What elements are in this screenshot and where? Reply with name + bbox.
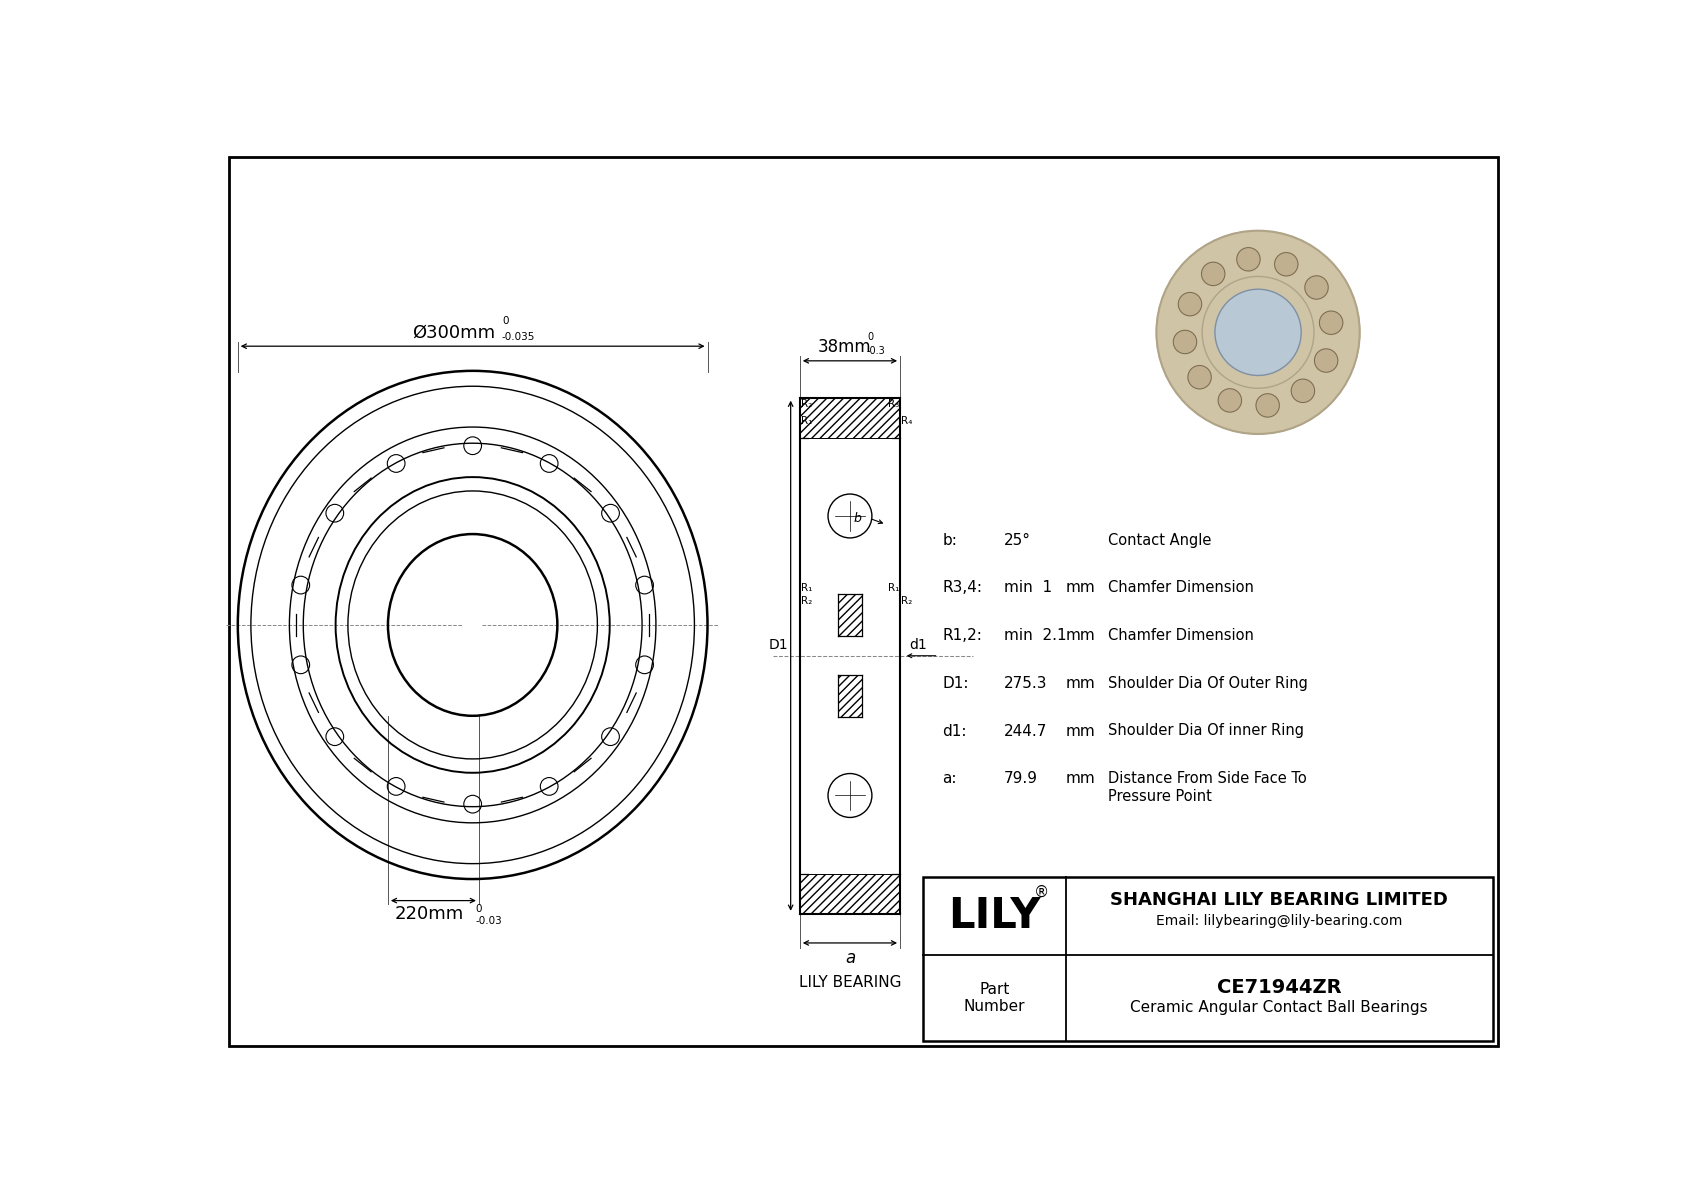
Text: 38mm: 38mm — [818, 338, 871, 356]
Bar — [923, 877, 1494, 1041]
Text: LILY: LILY — [948, 894, 1041, 937]
Text: a: a — [845, 949, 855, 967]
Text: mm: mm — [1066, 580, 1095, 596]
Circle shape — [1157, 231, 1359, 434]
Text: Shoulder Dia Of Outer Ring: Shoulder Dia Of Outer Ring — [1108, 675, 1308, 691]
Text: R₄: R₄ — [901, 416, 913, 426]
Text: D1:: D1: — [943, 675, 968, 691]
Circle shape — [1256, 394, 1280, 417]
Circle shape — [1174, 330, 1197, 354]
Circle shape — [1275, 252, 1298, 276]
Text: Shoulder Dia Of inner Ring: Shoulder Dia Of inner Ring — [1108, 723, 1303, 738]
Text: R₁: R₁ — [800, 416, 812, 426]
Circle shape — [1305, 276, 1329, 299]
Circle shape — [1214, 289, 1302, 375]
Circle shape — [829, 494, 872, 538]
Text: 79.9: 79.9 — [1004, 772, 1037, 786]
Text: 25°: 25° — [1004, 532, 1031, 548]
Circle shape — [1236, 248, 1260, 272]
Text: CE71944ZR: CE71944ZR — [1218, 978, 1342, 997]
Text: Ceramic Angular Contact Ball Bearings: Ceramic Angular Contact Ball Bearings — [1130, 1000, 1428, 1015]
Text: 275.3: 275.3 — [1004, 675, 1047, 691]
Text: R1,2:: R1,2: — [943, 628, 982, 643]
Circle shape — [1292, 379, 1315, 403]
Circle shape — [1179, 293, 1202, 316]
Text: 0: 0 — [477, 904, 482, 915]
Text: min  2.1: min 2.1 — [1004, 628, 1066, 643]
Text: Chamfer Dimension: Chamfer Dimension — [1108, 628, 1255, 643]
Text: R₂: R₂ — [901, 596, 913, 606]
Circle shape — [1187, 366, 1211, 389]
Text: 0: 0 — [502, 316, 509, 326]
Text: d1: d1 — [909, 638, 926, 651]
Text: Part
Number: Part Number — [963, 981, 1026, 1014]
Text: SHANGHAI LILY BEARING LIMITED: SHANGHAI LILY BEARING LIMITED — [1110, 891, 1448, 909]
Text: Email: lilybearing@lily-bearing.com: Email: lilybearing@lily-bearing.com — [1155, 913, 1403, 928]
Bar — [839, 675, 862, 717]
Text: 0: 0 — [867, 331, 872, 342]
Text: Distance From Side Face To
Pressure Point: Distance From Side Face To Pressure Poin… — [1108, 772, 1307, 804]
Text: -0.035: -0.035 — [502, 331, 536, 342]
Bar — [839, 594, 862, 636]
Text: LILY BEARING: LILY BEARING — [798, 975, 901, 990]
Text: R₂: R₂ — [800, 596, 812, 606]
Text: mm: mm — [1066, 628, 1095, 643]
Text: -0.03: -0.03 — [477, 916, 502, 925]
Circle shape — [1320, 311, 1342, 335]
Circle shape — [829, 773, 872, 817]
Text: b: b — [854, 512, 862, 525]
Text: R₁: R₁ — [800, 584, 812, 593]
Text: -0.3: -0.3 — [867, 347, 886, 356]
Text: 244.7: 244.7 — [1004, 723, 1047, 738]
Text: Ø300mm: Ø300mm — [413, 324, 495, 342]
Bar — [800, 874, 899, 913]
Text: Chamfer Dimension: Chamfer Dimension — [1108, 580, 1255, 596]
Circle shape — [1315, 349, 1337, 373]
Text: a:: a: — [943, 772, 957, 786]
Text: b:: b: — [943, 532, 957, 548]
Text: 220mm: 220mm — [396, 905, 465, 923]
Text: mm: mm — [1066, 675, 1095, 691]
Text: R₂: R₂ — [800, 399, 812, 409]
Text: R3,4:: R3,4: — [943, 580, 982, 596]
Circle shape — [1201, 262, 1224, 286]
Text: R₁: R₁ — [887, 584, 899, 593]
Text: mm: mm — [1066, 723, 1095, 738]
Text: min  1: min 1 — [1004, 580, 1052, 596]
Text: mm: mm — [1066, 772, 1095, 786]
Text: d1:: d1: — [943, 723, 967, 738]
Text: D1: D1 — [768, 638, 788, 651]
Text: Contact Angle: Contact Angle — [1108, 532, 1211, 548]
Text: ®: ® — [1034, 885, 1049, 900]
Circle shape — [1218, 388, 1241, 412]
Text: R₃: R₃ — [887, 399, 899, 409]
Bar — [800, 398, 899, 438]
